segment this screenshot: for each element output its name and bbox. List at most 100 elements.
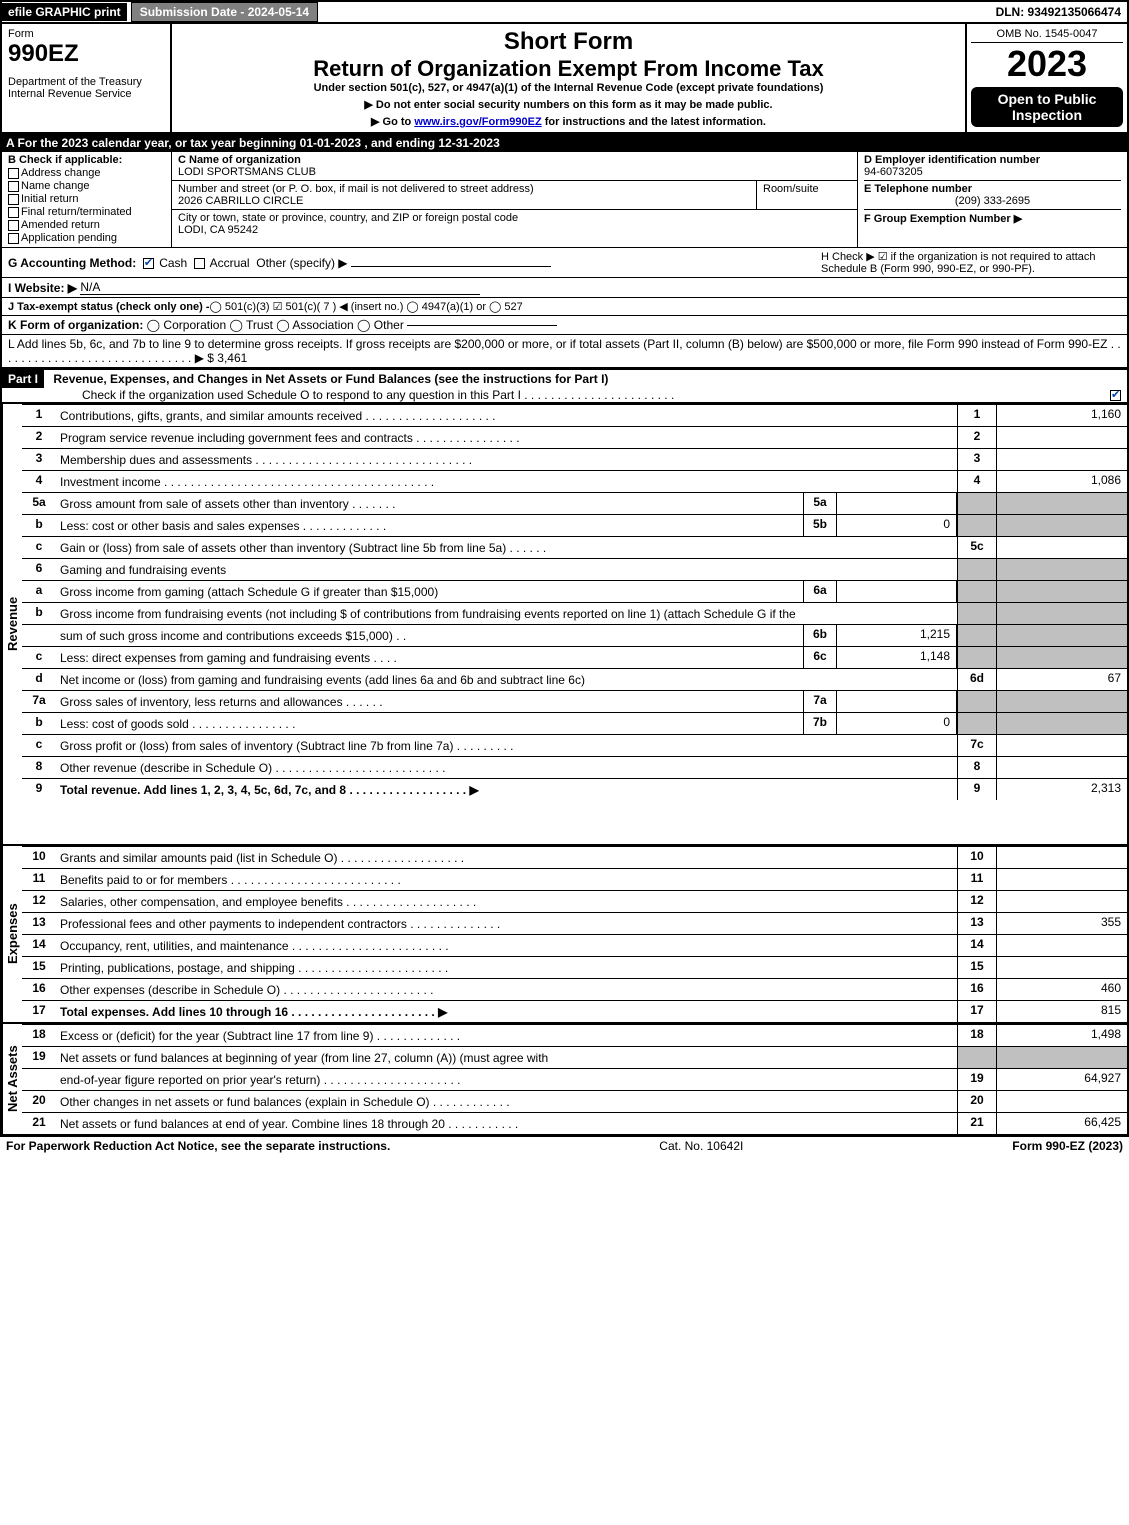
tax-year: 2023 xyxy=(971,43,1123,85)
subtitle: Under section 501(c), 527, or 4947(a)(1)… xyxy=(180,82,957,94)
table-row: 18Excess or (deficit) for the year (Subt… xyxy=(22,1024,1127,1046)
note-goto: ▶ Go to www.irs.gov/Form990EZ for instru… xyxy=(180,115,957,128)
table-row: 6Gaming and fundraising events xyxy=(22,558,1127,580)
table-row: end-of-year figure reported on prior yea… xyxy=(22,1068,1127,1090)
form-header: Form 990EZ Department of the Treasury In… xyxy=(0,24,1129,134)
section-d: D Employer identification number 94-6073… xyxy=(857,152,1127,247)
table-row: 5aGross amount from sale of assets other… xyxy=(22,492,1127,514)
section-c: C Name of organization LODI SPORTSMANS C… xyxy=(172,152,857,247)
info-block: B Check if applicable: Address change Na… xyxy=(0,152,1129,248)
page-footer: For Paperwork Reduction Act Notice, see … xyxy=(0,1136,1129,1155)
note-ssn: ▶ Do not enter social security numbers o… xyxy=(180,98,957,111)
table-row: 11Benefits paid to or for members . . . … xyxy=(22,868,1127,890)
b-label: B Check if applicable: xyxy=(8,154,165,166)
table-row: bLess: cost or other basis and sales exp… xyxy=(22,514,1127,536)
c-street-label: Number and street (or P. O. box, if mail… xyxy=(178,183,534,195)
part1-header: Part I Revenue, Expenses, and Changes in… xyxy=(0,369,1129,404)
j-label: J Tax-exempt status (check only one) - xyxy=(8,301,210,313)
table-row: 21Net assets or fund balances at end of … xyxy=(22,1112,1127,1134)
part1-sub: Check if the organization used Schedule … xyxy=(2,386,680,404)
netassets-sidetab: Net Assets xyxy=(2,1024,22,1134)
chk-address-change[interactable]: Address change xyxy=(8,167,165,179)
chk-name-change[interactable]: Name change xyxy=(8,180,165,192)
table-row: 1Contributions, gifts, grants, and simil… xyxy=(22,404,1127,426)
chk-accrual[interactable] xyxy=(194,258,205,269)
table-row: 13Professional fees and other payments t… xyxy=(22,912,1127,934)
table-row: bGross income from fundraising events (n… xyxy=(22,602,1127,624)
top-bar: efile GRAPHIC print Submission Date - 20… xyxy=(0,0,1129,24)
table-row: 17Total expenses. Add lines 10 through 1… xyxy=(22,1000,1127,1022)
g-label: G Accounting Method: xyxy=(8,256,136,270)
row-i: I Website: ▶ N/A xyxy=(0,278,1129,298)
org-name: LODI SPORTSMANS CLUB xyxy=(178,166,316,178)
form-label: Form xyxy=(8,28,164,40)
chk-amended-return[interactable]: Amended return xyxy=(8,219,165,231)
open-public-badge: Open to Public Inspection xyxy=(971,87,1123,127)
c-name-label: C Name of organization xyxy=(178,154,301,166)
chk-initial-return[interactable]: Initial return xyxy=(8,193,165,205)
chk-final-return[interactable]: Final return/terminated xyxy=(8,206,165,218)
chk-application-pending[interactable]: Application pending xyxy=(8,232,165,244)
main-title: Return of Organization Exempt From Incom… xyxy=(180,56,957,82)
table-row: 14Occupancy, rent, utilities, and mainte… xyxy=(22,934,1127,956)
table-row: aGross income from gaming (attach Schedu… xyxy=(22,580,1127,602)
table-row: dNet income or (loss) from gaming and fu… xyxy=(22,668,1127,690)
part1-table: Revenue 1Contributions, gifts, grants, a… xyxy=(0,404,1129,1136)
table-row: 8Other revenue (describe in Schedule O) … xyxy=(22,756,1127,778)
header-center: Short Form Return of Organization Exempt… xyxy=(172,24,967,132)
ein-value: 94-6073205 xyxy=(864,166,1121,178)
i-label: I Website: ▶ xyxy=(8,281,77,295)
table-row: 7aGross sales of inventory, less returns… xyxy=(22,690,1127,712)
table-row: 15Printing, publications, postage, and s… xyxy=(22,956,1127,978)
short-form-title: Short Form xyxy=(180,28,957,56)
c-city-label: City or town, state or province, country… xyxy=(178,212,518,224)
table-row: 3Membership dues and assessments . . . .… xyxy=(22,448,1127,470)
revenue-sidetab: Revenue xyxy=(2,404,22,844)
row-l: L Add lines 5b, 6c, and 7b to line 9 to … xyxy=(0,335,1129,369)
irs-link[interactable]: www.irs.gov/Form990EZ xyxy=(414,116,541,128)
footer-catno: Cat. No. 10642I xyxy=(659,1139,743,1153)
part1-title: Revenue, Expenses, and Changes in Net As… xyxy=(53,372,608,386)
table-row: sum of such gross income and contributio… xyxy=(22,624,1127,646)
k-label: K Form of organization: xyxy=(8,318,143,332)
header-left: Form 990EZ Department of the Treasury In… xyxy=(2,24,172,132)
expenses-sidetab: Expenses xyxy=(2,846,22,1022)
room-suite-label: Room/suite xyxy=(757,181,857,209)
submission-date: Submission Date - 2024-05-14 xyxy=(131,2,318,22)
header-right: OMB No. 1545-0047 2023 Open to Public In… xyxy=(967,24,1127,132)
section-a: A For the 2023 calendar year, or tax yea… xyxy=(0,134,1129,152)
omb-number: OMB No. 1545-0047 xyxy=(971,28,1123,43)
efile-label: efile GRAPHIC print xyxy=(2,3,127,21)
table-row: 9Total revenue. Add lines 1, 2, 3, 4, 5c… xyxy=(22,778,1127,800)
j-options: ◯ 501(c)(3) ☑ 501(c)( 7 ) ◀ (insert no.)… xyxy=(210,300,523,313)
row-g-h: G Accounting Method: Cash Accrual Other … xyxy=(0,248,1129,278)
k-options: ◯ Corporation ◯ Trust ◯ Association ◯ Ot… xyxy=(147,318,404,332)
h-text: H Check ▶ ☑ if the organization is not r… xyxy=(821,250,1121,275)
section-b: B Check if applicable: Address change Na… xyxy=(2,152,172,247)
table-row: 12Salaries, other compensation, and empl… xyxy=(22,890,1127,912)
l-text: L Add lines 5b, 6c, and 7b to line 9 to … xyxy=(8,337,1121,365)
form-number: 990EZ xyxy=(8,40,164,68)
row-j: J Tax-exempt status (check only one) - ◯… xyxy=(0,298,1129,316)
tel-label: E Telephone number xyxy=(864,180,1121,195)
chk-cash[interactable] xyxy=(143,258,154,269)
org-city: LODI, CA 95242 xyxy=(178,224,258,236)
row-k: K Form of organization: ◯ Corporation ◯ … xyxy=(0,316,1129,335)
ein-label: D Employer identification number xyxy=(864,154,1121,166)
footer-right: Form 990-EZ (2023) xyxy=(1012,1139,1123,1153)
part1-schedule-o-check[interactable] xyxy=(1110,390,1121,401)
table-row: 19Net assets or fund balances at beginni… xyxy=(22,1046,1127,1068)
table-row: 10Grants and similar amounts paid (list … xyxy=(22,846,1127,868)
table-row: 2Program service revenue including gover… xyxy=(22,426,1127,448)
dln: DLN: 93492135066474 xyxy=(990,3,1127,21)
table-row: 20Other changes in net assets or fund ba… xyxy=(22,1090,1127,1112)
table-row: cGain or (loss) from sale of assets othe… xyxy=(22,536,1127,558)
table-row: 16Other expenses (describe in Schedule O… xyxy=(22,978,1127,1000)
dept-label: Department of the Treasury Internal Reve… xyxy=(8,76,164,100)
org-street: 2026 CABRILLO CIRCLE xyxy=(178,195,303,207)
table-row: bLess: cost of goods sold . . . . . . . … xyxy=(22,712,1127,734)
website-value: N/A xyxy=(80,280,480,295)
table-row: cGross profit or (loss) from sales of in… xyxy=(22,734,1127,756)
table-row: 4Investment income . . . . . . . . . . .… xyxy=(22,470,1127,492)
group-exemption-label: F Group Exemption Number ▶ xyxy=(864,209,1121,225)
